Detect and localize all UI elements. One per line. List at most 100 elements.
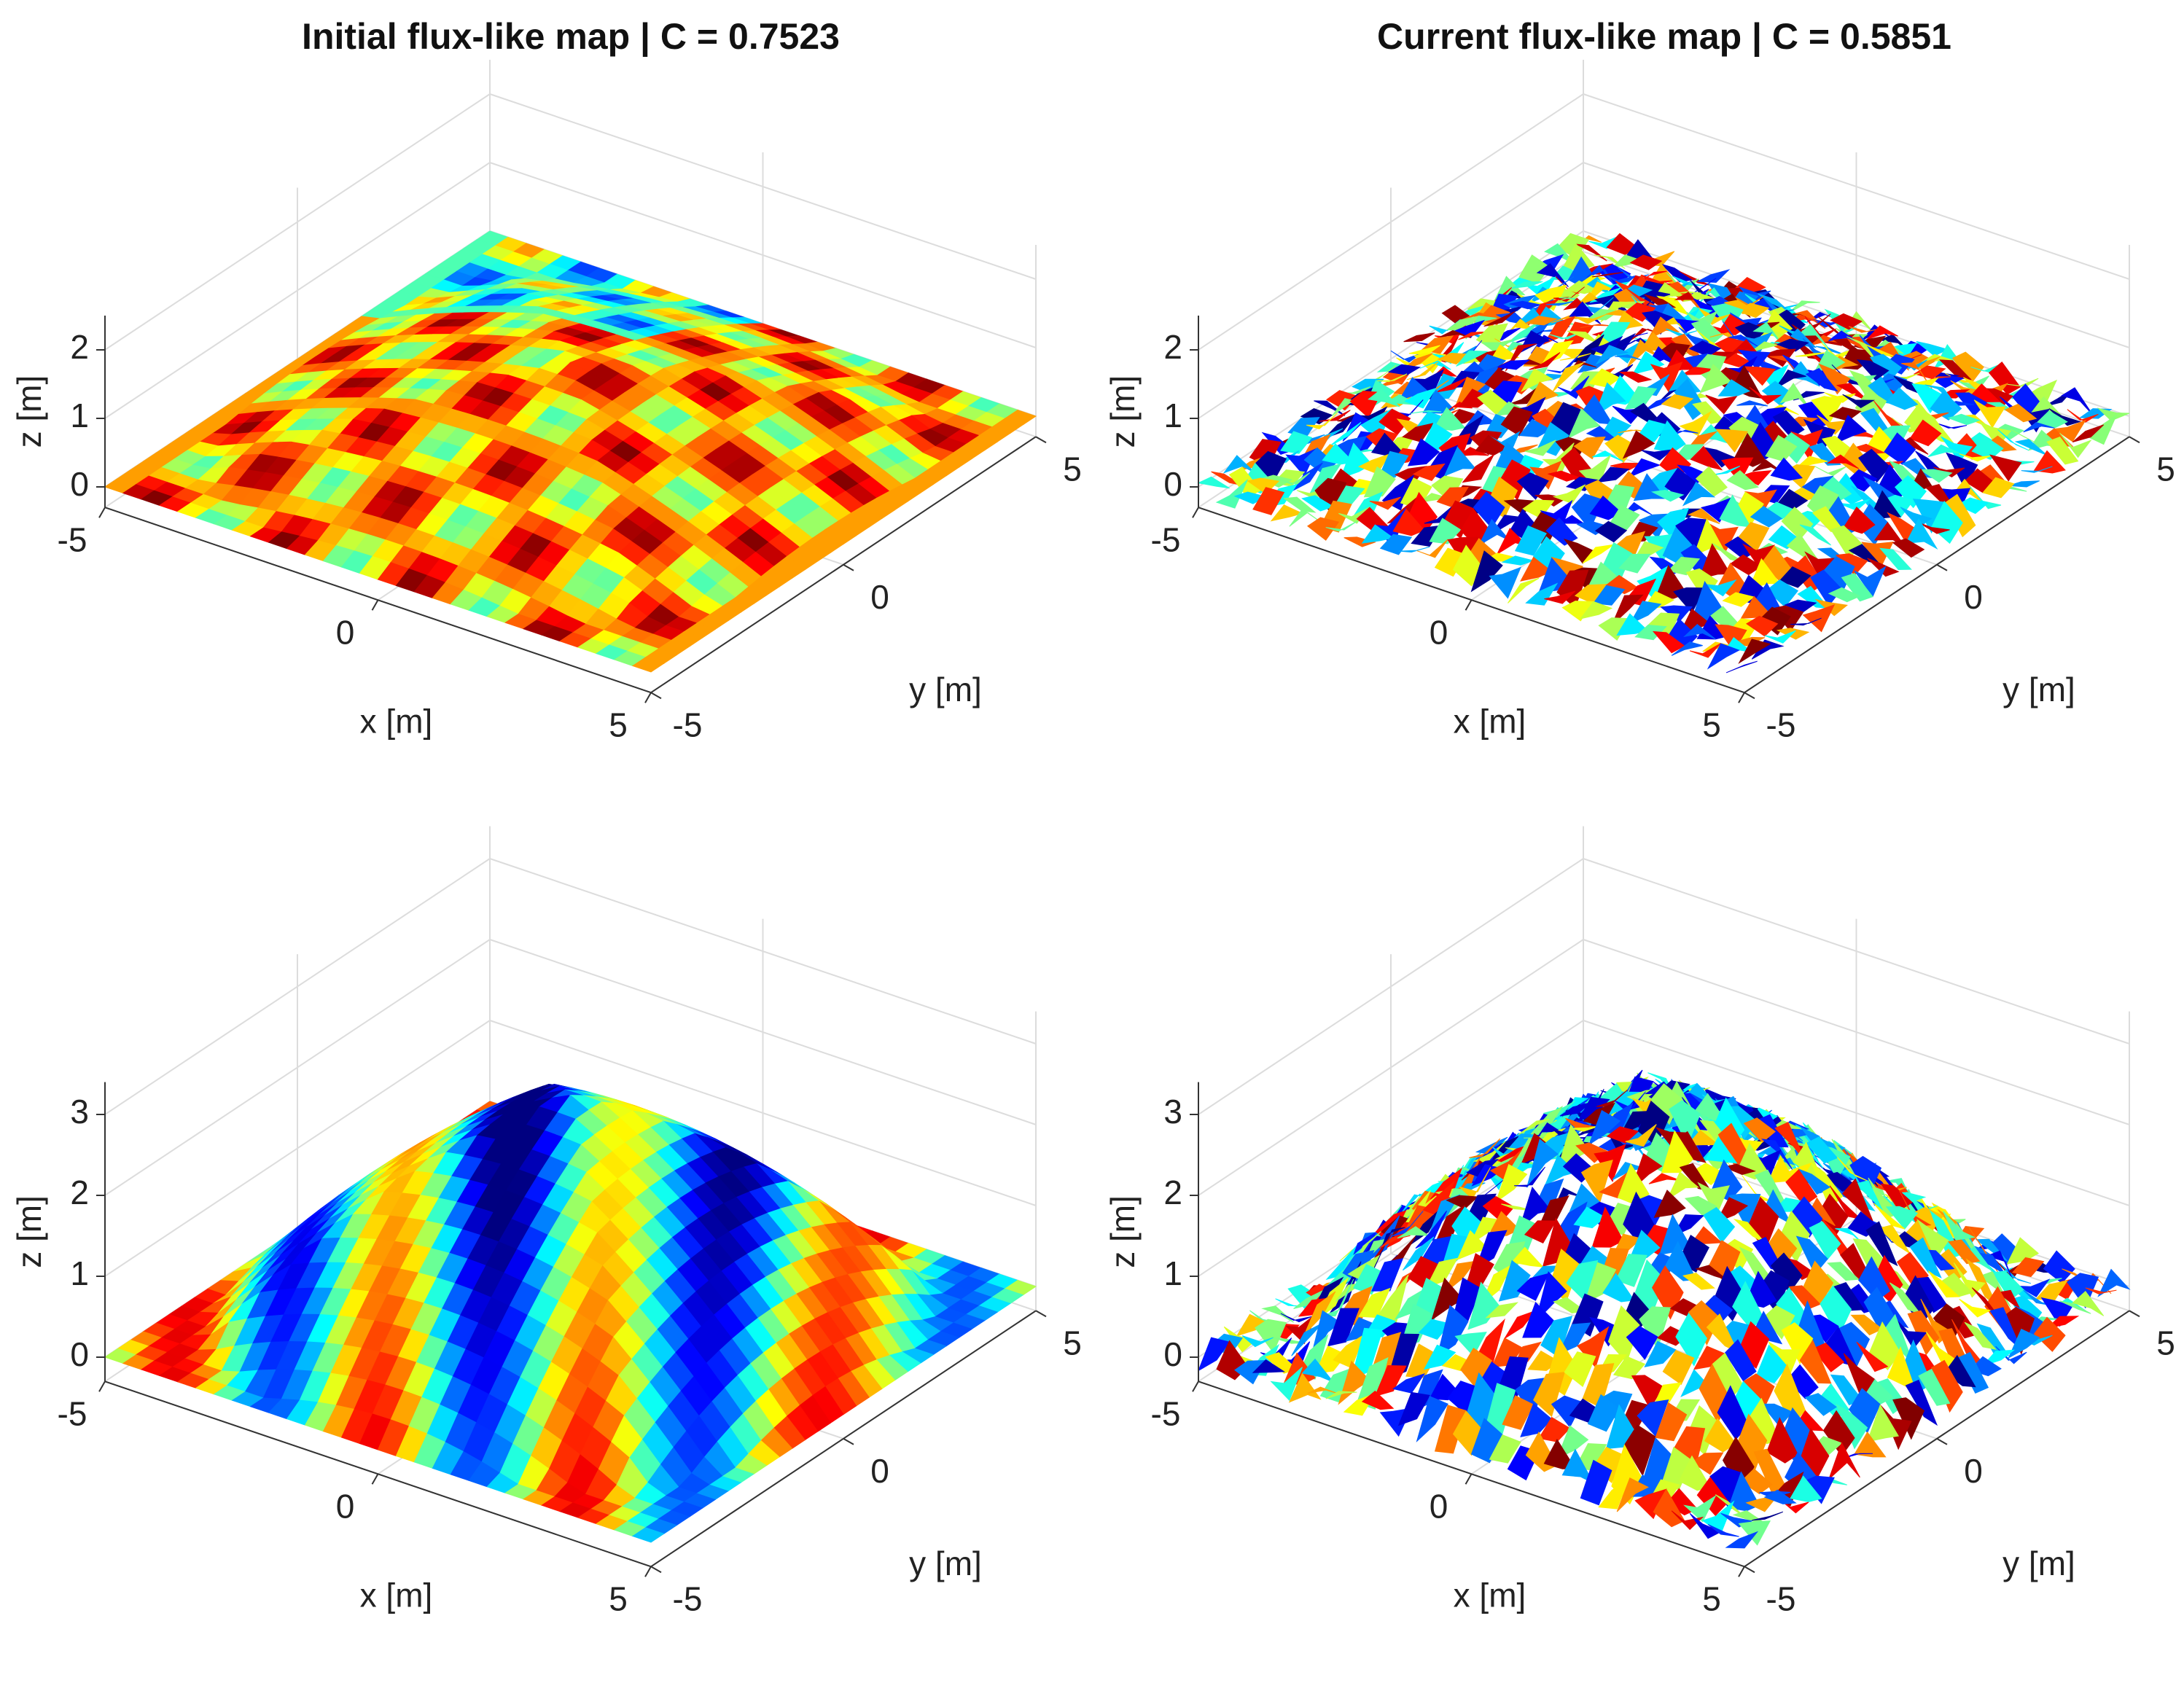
y-tick-label: 0 [870, 578, 889, 616]
x-tick-label: -5 [1151, 1394, 1181, 1432]
surface-patch [2008, 480, 2040, 488]
surface-patch [1594, 520, 1628, 543]
z-tick-label: 3 [70, 1093, 89, 1130]
x-axis-label: x [m] [1454, 702, 1526, 740]
surface-patch [1779, 566, 1811, 588]
surface-patch [1278, 472, 1311, 485]
surface-patch [1572, 334, 1604, 363]
surface-patch [1489, 566, 1521, 599]
surface [104, 1083, 1037, 1543]
surface-patch [1379, 534, 1413, 555]
surface-patch [1973, 399, 2006, 429]
x-tick-label: 5 [609, 1579, 628, 1617]
z-tick-label: 1 [70, 397, 89, 434]
surface-patch [1197, 476, 1230, 489]
surface-patch [1766, 579, 1799, 608]
y-tick [1035, 1310, 1047, 1318]
surface-patch [1398, 546, 1430, 553]
surface-patch [1900, 507, 1933, 528]
surface-patch [1470, 550, 1503, 593]
y-tick [1936, 1437, 1948, 1445]
surface-patch [1574, 584, 1607, 604]
z-axis-label: z [m] [10, 375, 48, 448]
x-tick [1192, 507, 1199, 518]
surface-patch [1927, 444, 1959, 458]
surface-patch [1764, 630, 1796, 644]
surface-patch [1854, 566, 1887, 598]
surface-patch [1930, 391, 1962, 421]
surface-patch [1715, 429, 1748, 453]
surface-patch [1959, 453, 1991, 462]
surface-patch [1650, 490, 1685, 502]
surface-patch [1802, 604, 1836, 633]
surface-patch [1406, 362, 1439, 380]
z-axis-label: z [m] [1104, 1195, 1142, 1268]
surface-patch [1543, 316, 1576, 345]
surface-patch [1529, 352, 1561, 370]
surface-patch [1843, 507, 1876, 534]
surface-patch [1788, 300, 1820, 313]
surface-patch [1687, 508, 1720, 525]
surface-patch [1306, 413, 1338, 429]
chart-panel: Initial flux-like map | C = 0.7523 -5 0 5 -5… [10, 16, 1082, 743]
surface-patch [1319, 410, 1351, 422]
x-axis-label: x [m] [360, 702, 433, 740]
x-tick-label: 0 [336, 1487, 355, 1525]
surface-patch [1369, 496, 1401, 510]
surface-patch [1544, 590, 1576, 604]
surface-patch [1982, 477, 2015, 499]
x-tick [98, 507, 106, 518]
chart-panel: -5 0 5 -5 0 5 0 1 2 3 x [m] y [m] z [m] [10, 826, 1082, 1617]
x-tick [371, 599, 379, 611]
surface-patch [1462, 453, 1495, 483]
y-tick-label: 5 [2156, 1324, 2175, 1362]
y-tick-label: 5 [1063, 1324, 1082, 1362]
surface-patch [1905, 518, 1938, 550]
x-tick [371, 1473, 379, 1485]
chart-title: Initial flux-like map | C = 0.7523 [302, 16, 840, 58]
surface-patch [1521, 499, 1555, 519]
z-tick-label: 2 [1163, 328, 1182, 366]
surface-patch [1852, 443, 1886, 454]
surface [104, 230, 1037, 673]
surface-patch [1947, 413, 1981, 426]
surface-patch [1508, 577, 1540, 604]
surface-patch [1505, 343, 1537, 372]
surface-patch [1717, 379, 1751, 397]
surface-patch [1709, 465, 1741, 476]
surface-patch [1856, 359, 1889, 381]
surface-patch [1834, 415, 1867, 445]
surface-patch [1524, 316, 1559, 326]
z-tick-label: 2 [70, 1173, 89, 1211]
x-tick-label: 5 [1702, 706, 1721, 743]
surface-patch [1473, 491, 1505, 529]
surface-patch [1826, 454, 1860, 469]
surface-patch [1514, 525, 1547, 556]
surface [1198, 1069, 2131, 1549]
chart-panel: Current flux-like map | C = 0.5851 -5 0 5 -5… [1104, 16, 2175, 743]
x-tick [644, 1566, 652, 1577]
surface-patch [1830, 313, 1863, 330]
surface-patch [1618, 553, 1651, 574]
x-tick [1192, 1380, 1199, 1392]
surface-patch [1497, 359, 1531, 370]
surface-patch [1738, 638, 1771, 664]
surface-patch [1592, 585, 1626, 606]
surface-patch [1280, 431, 1313, 454]
surface-patch [1547, 355, 1579, 374]
surface-patch [1343, 536, 1376, 547]
surface-patch [1429, 319, 1461, 335]
surface-patch [1690, 445, 1723, 471]
surface-patch [1913, 365, 1946, 380]
surface-patch [2046, 437, 2079, 465]
surface-patch [2061, 387, 2094, 415]
surface-patch [1629, 601, 1662, 625]
z-axis-label: z [m] [10, 1195, 48, 1268]
surface-patch [1314, 400, 1346, 416]
surface-patch [1956, 497, 1989, 515]
surface-patch [1436, 486, 1469, 509]
surface-patch [1545, 517, 1578, 546]
surface-patch [1776, 338, 1809, 352]
surface-patch [1552, 362, 1584, 392]
